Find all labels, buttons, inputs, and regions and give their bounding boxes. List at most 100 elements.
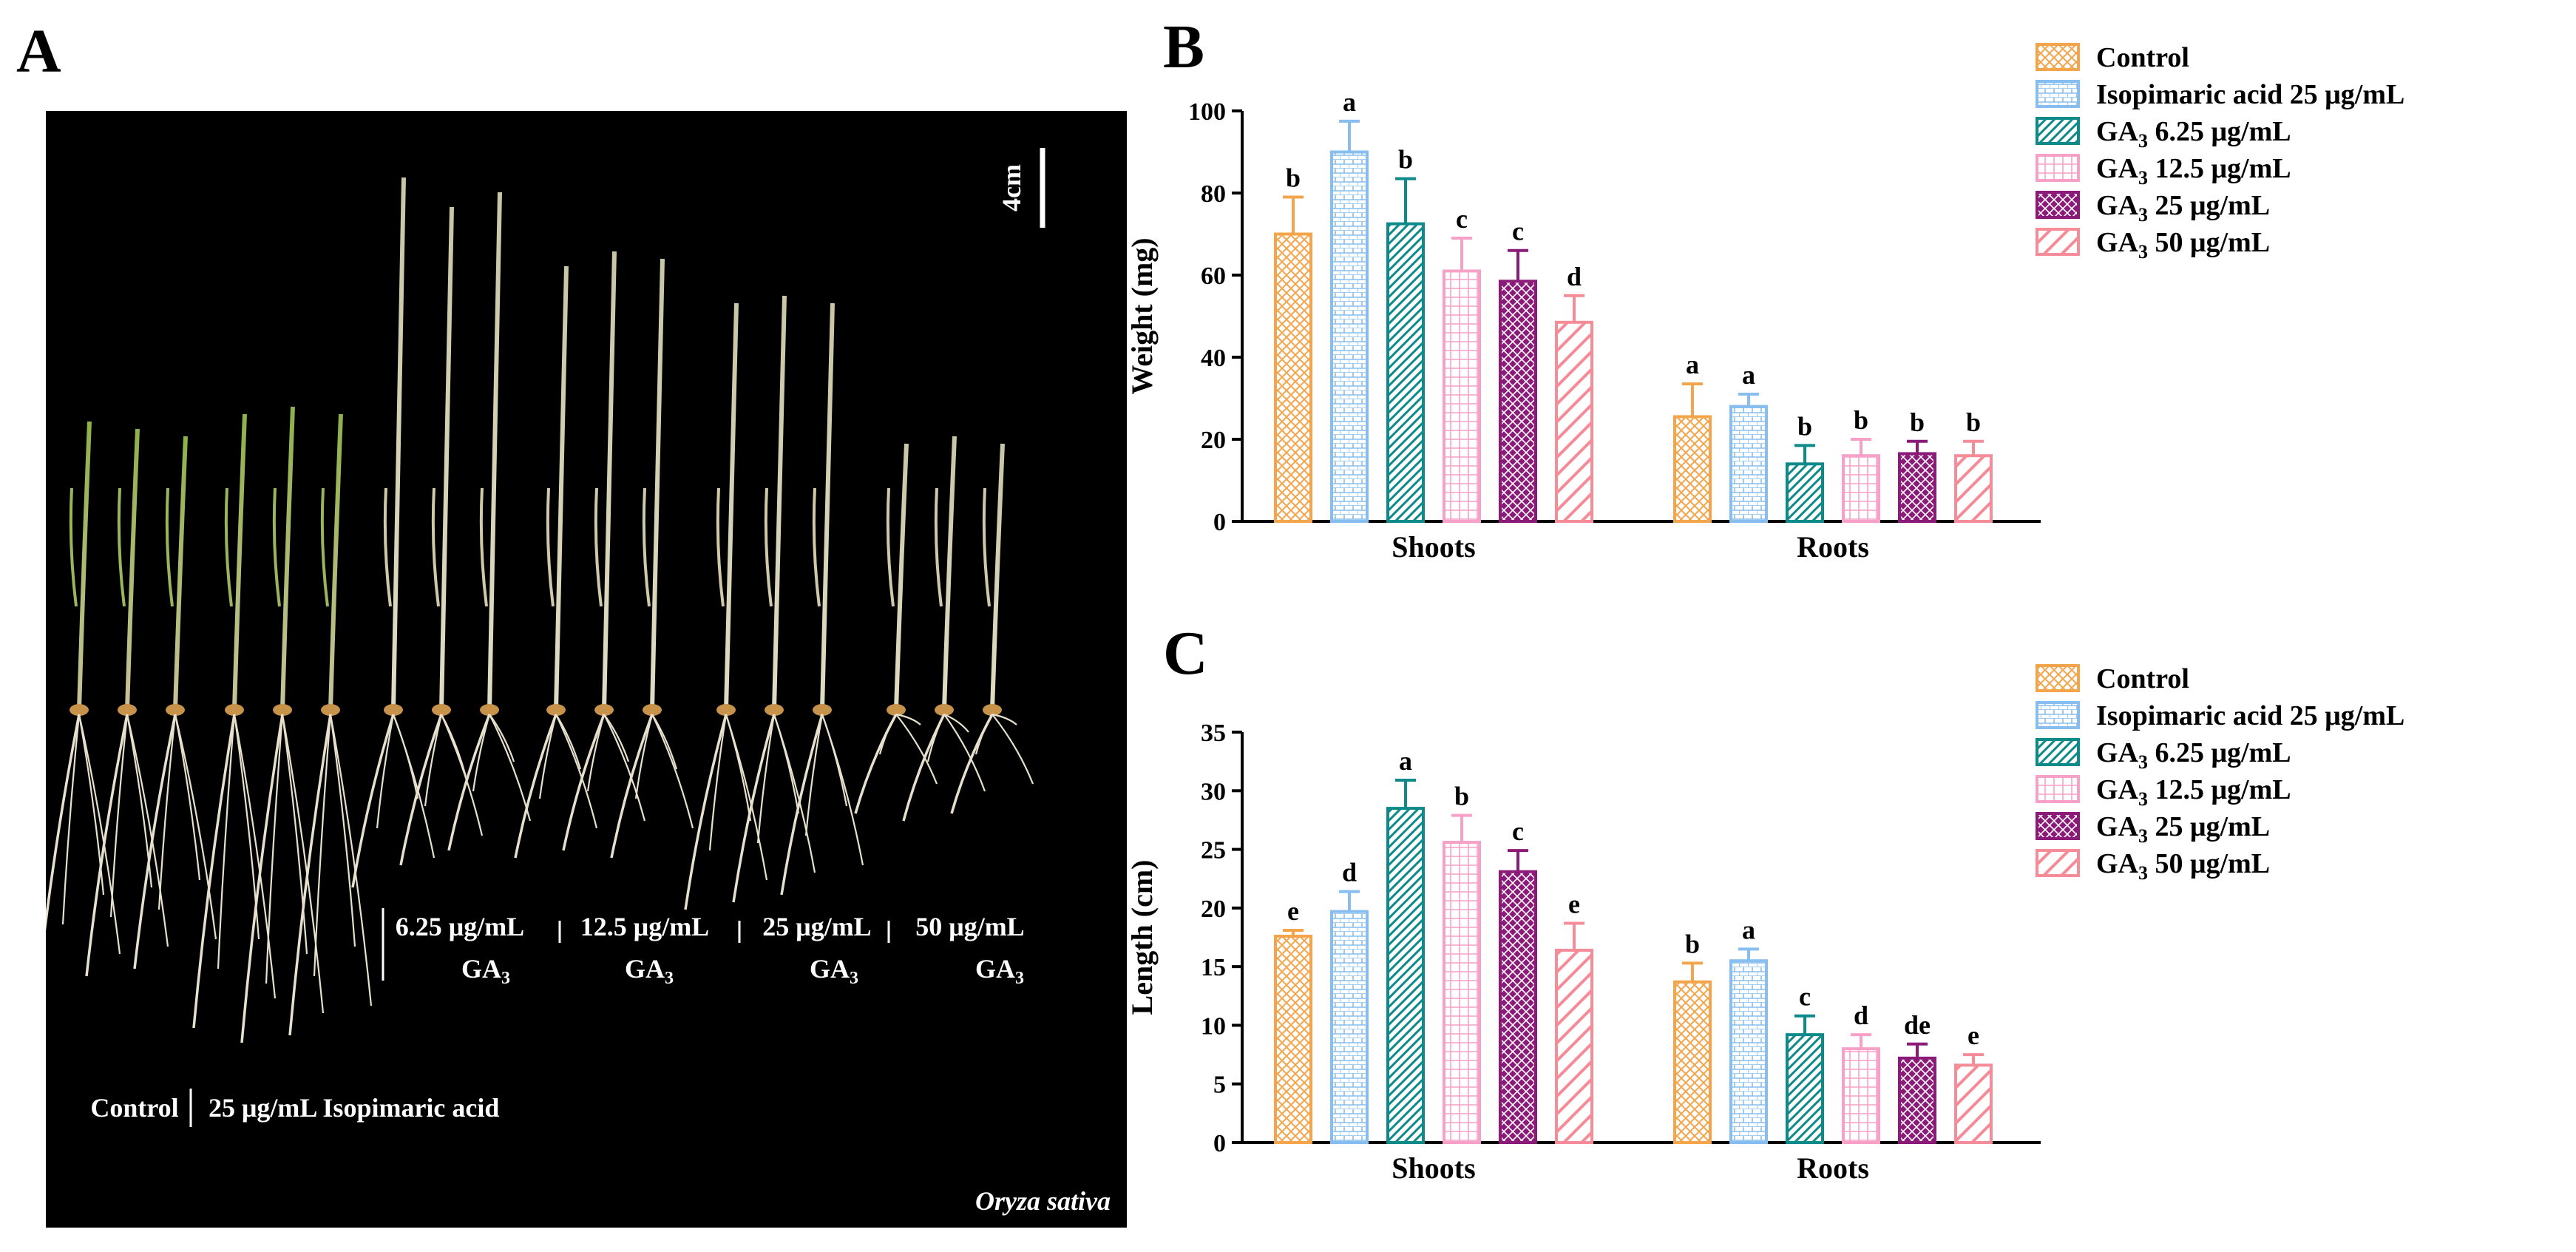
seedling-leaf bbox=[320, 487, 329, 607]
seedling-shoot bbox=[439, 206, 454, 711]
y-tick-label: 15 bbox=[1201, 954, 1226, 981]
seedling-root bbox=[376, 714, 395, 829]
seedling-root bbox=[538, 714, 557, 799]
seed bbox=[70, 704, 89, 716]
seed bbox=[935, 704, 954, 716]
significance-letter: c bbox=[1799, 982, 1811, 1012]
seedling-leaf bbox=[594, 487, 603, 607]
seedling-root bbox=[46, 714, 81, 932]
significance-letter: c bbox=[1456, 204, 1468, 234]
significance-letter: b bbox=[1685, 929, 1700, 958]
seedling-root bbox=[895, 713, 921, 725]
bar bbox=[1729, 405, 1768, 523]
seedling-root bbox=[562, 714, 606, 851]
seedling-root bbox=[992, 713, 1017, 725]
legend-item: GA3 12.5 μg/mL bbox=[2096, 153, 2291, 189]
legend-item: GA3 6.25 μg/mL bbox=[2096, 116, 2291, 152]
seedling-root bbox=[126, 714, 169, 947]
significance-letter: b bbox=[1854, 405, 1868, 435]
seedling-leaf bbox=[165, 487, 174, 607]
significance-letter: d bbox=[1342, 858, 1357, 887]
significance-letter: b bbox=[1398, 145, 1413, 175]
seedling-shoot bbox=[173, 436, 188, 711]
bar bbox=[1673, 980, 1712, 1144]
category-label: Roots bbox=[1797, 1151, 1869, 1185]
seedling-root bbox=[217, 714, 236, 970]
significance-letter: b bbox=[1454, 782, 1469, 811]
legend-swatch bbox=[2036, 701, 2080, 729]
legend-swatch bbox=[2036, 775, 2080, 803]
y-tick-label: 20 bbox=[1201, 427, 1226, 454]
seedling-root bbox=[174, 714, 201, 881]
bar bbox=[1274, 232, 1312, 523]
category-label: Shoots bbox=[1392, 530, 1475, 564]
seedling-root bbox=[192, 714, 236, 1029]
seedling-root bbox=[651, 714, 678, 770]
seedling-shoot bbox=[990, 443, 1005, 711]
seedling-root bbox=[240, 714, 284, 1043]
seedling-root bbox=[555, 714, 598, 829]
y-axis-label: Length (cm) bbox=[1125, 860, 1159, 1015]
length-chart: 0 5 10 15 20 25 30 35 Length (cm) e d a b c e Shoots b a c… bbox=[1125, 663, 2404, 1185]
seedling-root bbox=[732, 714, 776, 903]
species-label: Oryza sativa bbox=[975, 1186, 1111, 1216]
seedling-root bbox=[78, 714, 121, 955]
bar bbox=[1898, 1056, 1936, 1144]
seedling-root bbox=[329, 714, 373, 1006]
legend-item: GA3 12.5 μg/mL bbox=[2096, 774, 2291, 810]
bar bbox=[1786, 1033, 1824, 1144]
seedling-root bbox=[399, 714, 443, 866]
legend-item: GA3 25 μg/mL bbox=[2096, 190, 2270, 226]
y-tick-label: 30 bbox=[1201, 778, 1226, 805]
seedling-root bbox=[441, 714, 467, 777]
seedling-root bbox=[233, 714, 277, 999]
bar bbox=[1842, 454, 1880, 524]
seedlings bbox=[46, 177, 1034, 1043]
y-tick-label: 80 bbox=[1201, 180, 1226, 208]
weight-chart: 0 20 40 60 80 100 Weight (mg) b a b c c d Shoots a a b b b… bbox=[1125, 42, 2404, 564]
y-tick-label: 10 bbox=[1201, 1012, 1226, 1040]
panel-a-letter: A bbox=[16, 17, 61, 86]
seedling-root bbox=[651, 714, 694, 829]
group-label-ga-50: 50 μg/mL bbox=[915, 912, 1024, 941]
seedling-root bbox=[756, 714, 776, 844]
seedling-root bbox=[634, 714, 654, 799]
seedling-leaf bbox=[431, 487, 440, 607]
group-label-ga-625: 6.25 μg/mL bbox=[396, 912, 524, 941]
bar bbox=[1555, 320, 1593, 523]
significance-letter: b bbox=[1910, 407, 1925, 437]
bar bbox=[1443, 269, 1481, 523]
y-tick-label: 60 bbox=[1201, 263, 1226, 290]
seedling-root bbox=[603, 714, 630, 762]
bar bbox=[1330, 150, 1369, 523]
legend-item: GA3 25 μg/mL bbox=[2096, 811, 2270, 847]
seedling-photo: 4cm 6.25 μg/mL GA3 12.5 μg/mL GA3 25 μg/… bbox=[46, 111, 1127, 1228]
seedling-root bbox=[281, 714, 325, 1014]
group-ga-125-line2: GA3 bbox=[625, 954, 674, 988]
legend-item: Isopimaric acid 25 μg/mL bbox=[2096, 700, 2404, 731]
significance-letter: de bbox=[1904, 1010, 1931, 1040]
seedling-root bbox=[992, 714, 1034, 785]
seedling-root bbox=[313, 714, 332, 977]
seedling-shoot bbox=[280, 406, 295, 711]
seedling-leaf bbox=[642, 487, 651, 607]
seed bbox=[432, 704, 451, 716]
y-tick-label: 40 bbox=[1201, 345, 1226, 372]
seedling-leaf bbox=[934, 487, 943, 607]
seedling-root bbox=[472, 714, 491, 792]
legend-item: GA3 50 μg/mL bbox=[2096, 227, 2270, 263]
bar bbox=[1898, 452, 1936, 523]
group-labels: 6.25 μg/mL GA3 12.5 μg/mL GA3 25 μg/mL G… bbox=[90, 908, 1111, 1216]
seedling-leaf bbox=[716, 487, 725, 607]
significance-letter: d bbox=[1854, 1001, 1868, 1030]
legend-swatch bbox=[2036, 228, 2080, 256]
bar bbox=[1443, 841, 1481, 1144]
seedling-leaf bbox=[224, 487, 233, 607]
legend-item: Control bbox=[2096, 42, 2189, 73]
seedling-leaf bbox=[546, 487, 555, 607]
seed bbox=[813, 704, 832, 716]
seedling-root bbox=[943, 714, 986, 792]
seedling-root bbox=[895, 714, 938, 785]
seed bbox=[118, 704, 137, 716]
seedling-root bbox=[684, 714, 728, 910]
